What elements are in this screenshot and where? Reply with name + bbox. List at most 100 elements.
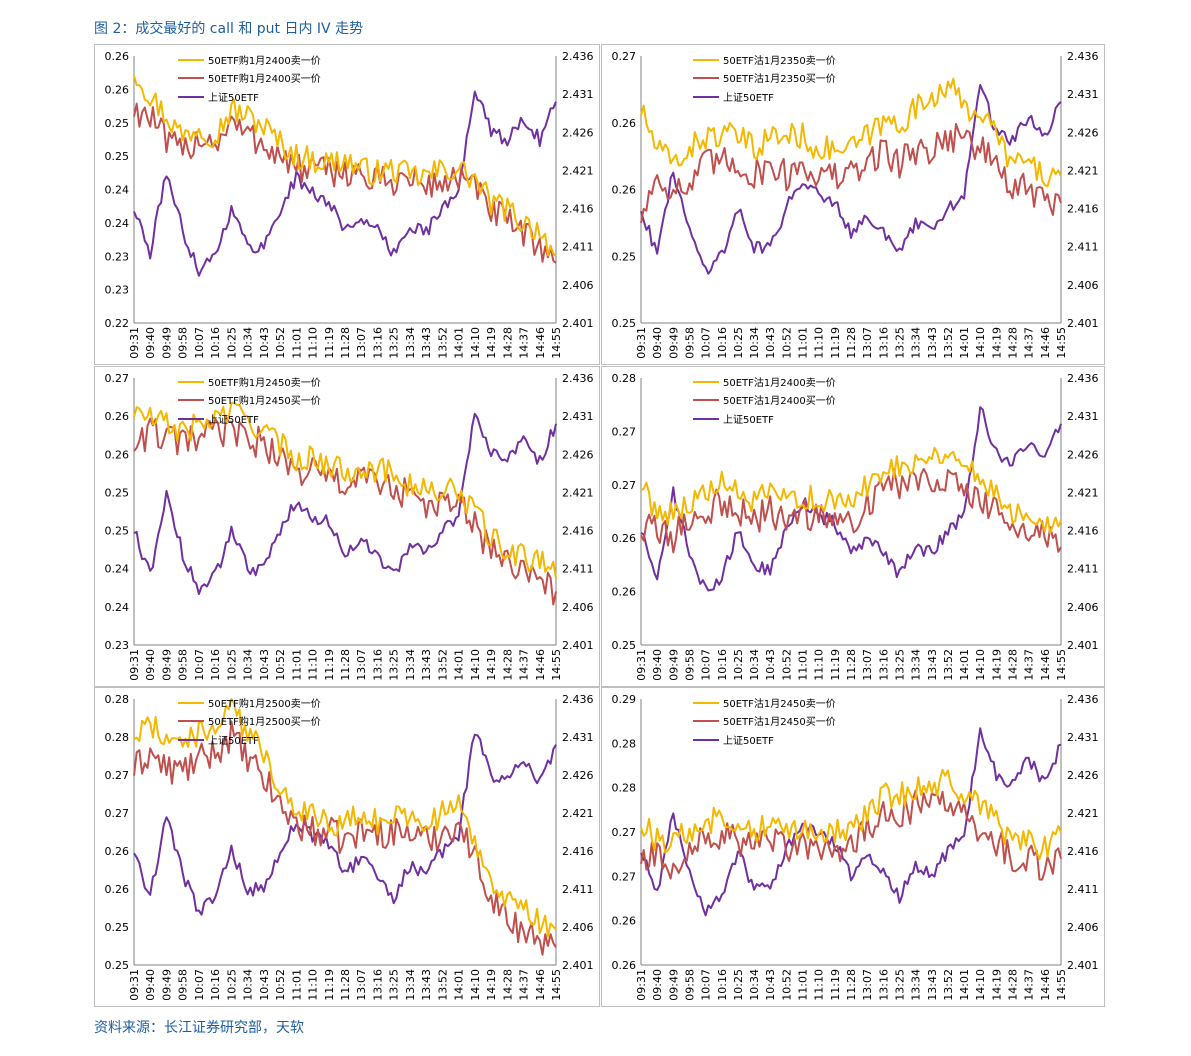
- left-tick-label: 0.26: [612, 915, 637, 928]
- x-tick-label: 14:55: [1055, 327, 1068, 359]
- x-tick-label: 13:07: [861, 327, 874, 359]
- left-tick-label: 0.24: [105, 217, 130, 230]
- panel-border: [601, 44, 1105, 365]
- x-tick-label: 13:25: [893, 969, 906, 1001]
- x-tick-label: 11:19: [829, 327, 842, 359]
- x-tick-label: 13:16: [877, 327, 890, 359]
- x-tick-label: 10:52: [780, 649, 793, 681]
- x-tick-label: 10:16: [209, 649, 222, 681]
- left-tick-label: 0.26: [612, 184, 637, 197]
- x-tick-label: 10:52: [780, 969, 793, 1001]
- right-tick-label: 2.406: [1067, 921, 1099, 934]
- legend-label: 上证50ETF: [208, 735, 259, 747]
- chart-panel-2: 0.25 0.25 0.26 0.26 0.27 2.401 2.406 2.411 2.416…: [601, 44, 1105, 365]
- left-tick-label: 0.22: [105, 317, 130, 330]
- x-tick-label: 11:28: [339, 649, 352, 681]
- x-tick-label: 10:52: [274, 649, 287, 681]
- series-line-2: [133, 102, 557, 264]
- right-tick-label: 2.426: [1067, 126, 1099, 139]
- x-tick-label: 14:37: [1023, 649, 1036, 681]
- x-tick-label: 11:28: [339, 327, 352, 359]
- x-tick-label: 09:49: [160, 969, 173, 1001]
- right-tick-label: 2.421: [562, 486, 594, 499]
- x-tick-label: 11:10: [307, 649, 320, 681]
- x-tick-label: 10:34: [242, 969, 255, 1001]
- x-tick-label: 10:16: [716, 327, 729, 359]
- left-tick-label: 0.25: [612, 639, 637, 652]
- left-tick-label: 0.27: [612, 826, 637, 839]
- x-tick-label: 14:37: [1023, 327, 1036, 359]
- left-tick-label: 0.24: [105, 601, 130, 614]
- right-tick-label: 2.401: [562, 639, 594, 652]
- series-line-3: [133, 412, 557, 595]
- x-tick-label: 13:16: [371, 649, 384, 681]
- series-line-3: [133, 733, 557, 916]
- right-tick-label: 2.401: [1067, 639, 1099, 652]
- right-tick-label: 2.431: [562, 410, 594, 423]
- right-tick-label: 2.416: [562, 203, 594, 216]
- legend-label: 上证50ETF: [208, 414, 259, 426]
- x-tick-label: 09:31: [635, 327, 648, 359]
- panel-border: [94, 687, 600, 1007]
- left-tick-label: 0.25: [105, 486, 130, 499]
- x-tick-label: 14:01: [453, 327, 466, 359]
- right-tick-label: 2.426: [1067, 769, 1099, 782]
- x-tick-label: 10:52: [780, 327, 793, 359]
- left-tick-label: 0.26: [105, 83, 130, 96]
- x-tick-label: 14:10: [469, 327, 482, 359]
- x-tick-label: 10:16: [209, 327, 222, 359]
- right-tick-label: 2.411: [1067, 563, 1099, 576]
- x-tick-label: 13:07: [861, 969, 874, 1001]
- legend-label: 50ETF沽1月2450卖一价: [723, 697, 836, 710]
- figure-source: 资料来源：长江证券研究部，天软: [94, 1020, 304, 1036]
- x-tick-label: 13:43: [926, 649, 939, 681]
- left-tick-label: 0.26: [105, 883, 130, 896]
- left-tick-label: 0.25: [105, 117, 130, 130]
- x-tick-label: 14:55: [550, 969, 563, 1001]
- right-tick-label: 2.406: [562, 921, 594, 934]
- x-tick-label: 10:07: [193, 327, 206, 359]
- x-tick-label: 10:07: [700, 327, 713, 359]
- chart-panel-6: 0.26 0.26 0.27 0.27 0.28 0.28 0.29 2.401 2.406 2.…: [601, 687, 1105, 1007]
- left-tick-label: 0.28: [612, 372, 637, 385]
- series-line-2: [640, 789, 1062, 881]
- right-tick-label: 2.421: [562, 807, 594, 820]
- x-tick-label: 10:43: [764, 969, 777, 1001]
- x-tick-label: 09:49: [667, 649, 680, 681]
- left-tick-label: 0.25: [105, 525, 130, 538]
- legend-label: 50ETF沽1月2450买一价: [723, 715, 836, 728]
- x-tick-label: 09:40: [651, 969, 664, 1001]
- x-tick-label: 13:43: [926, 969, 939, 1001]
- right-tick-label: 2.411: [562, 563, 594, 576]
- right-tick-label: 2.436: [562, 372, 594, 385]
- x-tick-label: 10:25: [732, 649, 745, 681]
- x-tick-label: 14:19: [990, 327, 1003, 359]
- legend-label: 上证50ETF: [723, 414, 774, 426]
- right-tick-label: 2.431: [1067, 88, 1099, 101]
- right-tick-label: 2.416: [562, 845, 594, 858]
- x-tick-label: 11:10: [813, 327, 826, 359]
- x-tick-label: 14:28: [501, 969, 514, 1001]
- x-tick-label: 13:07: [861, 649, 874, 681]
- x-tick-label: 09:31: [128, 649, 141, 681]
- x-tick-label: 13:52: [942, 649, 955, 681]
- left-tick-label: 0.25: [105, 959, 130, 972]
- left-tick-label: 0.28: [105, 731, 130, 744]
- left-tick-label: 0.26: [105, 50, 130, 63]
- left-tick-label: 0.26: [612, 959, 637, 972]
- right-tick-label: 2.426: [562, 769, 594, 782]
- x-tick-label: 10:34: [748, 649, 761, 681]
- x-tick-label: 09:49: [667, 969, 680, 1001]
- x-tick-label: 14:01: [958, 969, 971, 1001]
- x-tick-label: 11:19: [323, 327, 336, 359]
- right-tick-label: 2.401: [1067, 959, 1099, 972]
- x-tick-label: 11:19: [323, 649, 336, 681]
- x-tick-label: 14:28: [1007, 649, 1020, 681]
- x-tick-label: 14:19: [485, 649, 498, 681]
- x-tick-label: 13:52: [942, 327, 955, 359]
- right-tick-label: 2.436: [1067, 50, 1099, 63]
- x-tick-label: 09:40: [144, 327, 157, 359]
- legend-label: 50ETF购1月2400卖一价: [208, 54, 321, 67]
- legend-label: 50ETF购1月2400买一价: [208, 72, 321, 85]
- x-tick-label: 09:58: [177, 327, 190, 359]
